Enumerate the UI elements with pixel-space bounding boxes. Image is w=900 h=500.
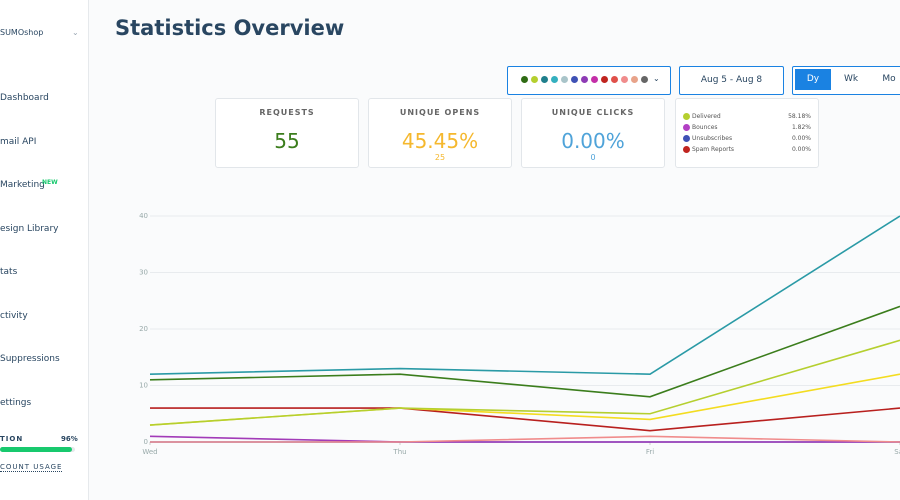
usage-percent: 96% — [61, 435, 78, 443]
date-range[interactable]: Aug 5 - Aug 8 — [679, 66, 784, 95]
period-button[interactable]: Wk — [843, 74, 859, 84]
x-tick-label: Sat — [894, 448, 900, 456]
series-line — [149, 305, 900, 398]
usage-link[interactable]: COUNT USAGE — [0, 463, 63, 472]
nav-item[interactable]: Marketing — [0, 180, 45, 190]
card-value: 55 — [274, 129, 300, 153]
nav-item[interactable]: esign Library — [0, 223, 59, 234]
nav-item[interactable]: Suppressions — [0, 354, 60, 364]
y-tick-label: 30 — [139, 269, 148, 277]
x-tick-label: Thu — [392, 448, 406, 456]
nav-item[interactable]: Dashboard — [0, 93, 49, 103]
card-value: 45.45% — [401, 129, 479, 153]
legend-card: Delivered 58.18% Bounces 1.82% Unsubscribes 0… — [675, 98, 819, 168]
chevron: ⌄ — [72, 28, 79, 37]
legend-dot — [683, 146, 690, 153]
card-sub: 25 — [434, 153, 446, 162]
y-tick-label: 0 — [144, 438, 148, 446]
usage-label: TION — [0, 435, 24, 443]
color-dot — [581, 76, 588, 83]
nav-item[interactable]: tats — [0, 267, 18, 277]
color-dot — [571, 76, 578, 83]
stat-card: UNIQUE CLICKS 0.00% 0 — [521, 98, 665, 168]
card-sub: 0 — [590, 153, 596, 162]
color-dot — [551, 76, 558, 83]
period-button[interactable]: Dy — [795, 69, 831, 90]
series-line — [149, 215, 900, 376]
legend-value: 0.00% — [791, 135, 811, 142]
badge: NEW — [42, 179, 58, 186]
legend-dot — [683, 113, 690, 120]
legend-dot — [683, 124, 690, 131]
y-tick-label: 40 — [139, 212, 148, 220]
color-dot — [561, 76, 568, 83]
series-line — [149, 435, 900, 443]
x-tick-label: Fri — [646, 448, 654, 456]
card-value: 0.00% — [561, 129, 625, 153]
y-tick-label: 10 — [139, 382, 148, 390]
color-dot — [601, 76, 608, 83]
nav-item[interactable]: ettings — [0, 397, 32, 408]
nav-item[interactable]: ctivity — [0, 310, 28, 321]
legend-label: Delivered — [692, 113, 721, 120]
series-line — [150, 435, 900, 443]
card-title: REQUESTS — [259, 108, 315, 117]
color-dot — [541, 76, 548, 83]
color-dot — [611, 76, 618, 83]
usage-bar — [0, 447, 72, 452]
filter-dropdown[interactable]: ⌄ — [507, 66, 671, 95]
x-tick-label: Wed — [142, 448, 157, 456]
chart: 0 10 20 30 40 Wed Thu Fri Sat — [139, 212, 900, 456]
legend-value: 58.18% — [788, 113, 811, 120]
color-dot — [641, 76, 648, 83]
color-dot — [521, 76, 528, 83]
legend-label: Bounces — [692, 124, 718, 131]
color-dot — [621, 76, 628, 83]
color-dot — [591, 76, 598, 83]
stat-card: REQUESTS 55 — [215, 98, 359, 168]
legend-value: 0.00% — [791, 146, 811, 153]
color-dot — [631, 76, 638, 83]
legend-value: 1.82% — [791, 124, 811, 131]
period-group: Dy Wk Mo — [792, 66, 900, 95]
series-line — [149, 339, 900, 426]
legend-label: Spam Reports — [692, 146, 735, 153]
nav-item[interactable]: mail API — [0, 136, 37, 147]
y-tick-label: 20 — [139, 325, 148, 333]
legend-label: Unsubscribes — [692, 135, 733, 142]
color-dot — [531, 76, 538, 83]
sidebar: SUMOshop ⌄ Dashboard mail API Marketing NEW… — [0, 0, 89, 500]
card-title: UNIQUE OPENS — [399, 108, 481, 117]
card-title: UNIQUE CLICKS — [551, 108, 635, 117]
brand[interactable]: SUMOshop — [0, 28, 44, 37]
usage-track — [0, 447, 75, 452]
series-line — [150, 407, 900, 432]
period-button[interactable]: Mo — [882, 74, 896, 84]
page-title: Statistics Overview — [115, 16, 345, 40]
legend-dot — [683, 135, 690, 142]
stat-card: UNIQUE OPENS 45.45% 25 — [368, 98, 512, 168]
